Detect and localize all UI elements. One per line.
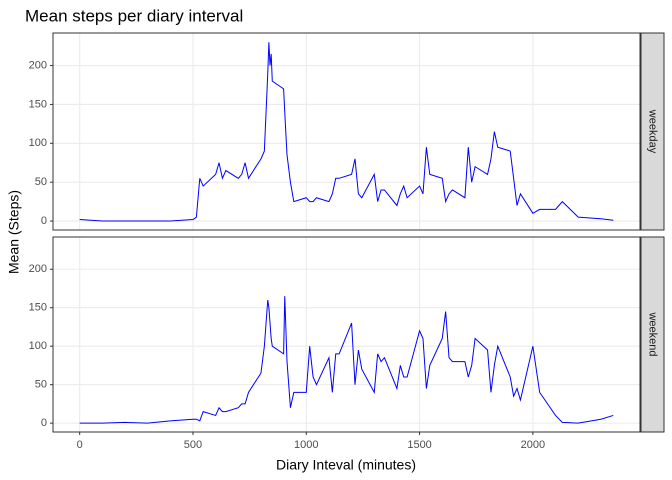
x-tick-label: 1000	[294, 439, 318, 451]
y-tick-label: 200	[29, 263, 47, 275]
facet-strip	[640, 236, 665, 433]
y-tick-label: 100	[29, 340, 47, 352]
x-axis-title: Diary Inteval (minutes)	[276, 457, 416, 473]
x-tick-label: 2000	[521, 439, 545, 451]
y-tick-label: 150	[29, 302, 47, 314]
facet-strip	[640, 32, 665, 231]
facet-label: weekend	[647, 311, 659, 356]
y-tick-label: 0	[41, 417, 47, 429]
y-tick-label: 200	[29, 59, 47, 71]
x-tick-label: 1500	[407, 439, 431, 451]
y-axis-title: Mean (Steps)	[6, 190, 22, 274]
x-tick-label: 0	[77, 439, 83, 451]
panel-border	[52, 32, 641, 231]
y-tick-label: 0	[41, 215, 47, 227]
y-tick-label: 150	[29, 98, 47, 110]
facet-label: weekday	[647, 109, 659, 154]
y-tick-label: 50	[35, 176, 47, 188]
y-tick-label: 100	[29, 137, 47, 149]
y-tick-label: 50	[35, 379, 47, 391]
x-tick-label: 500	[184, 439, 202, 451]
panel-background	[53, 33, 640, 230]
panel-border	[52, 236, 641, 433]
line	[79, 42, 614, 222]
chart-title: Mean steps per diary interval	[25, 6, 243, 25]
line	[79, 296, 614, 424]
